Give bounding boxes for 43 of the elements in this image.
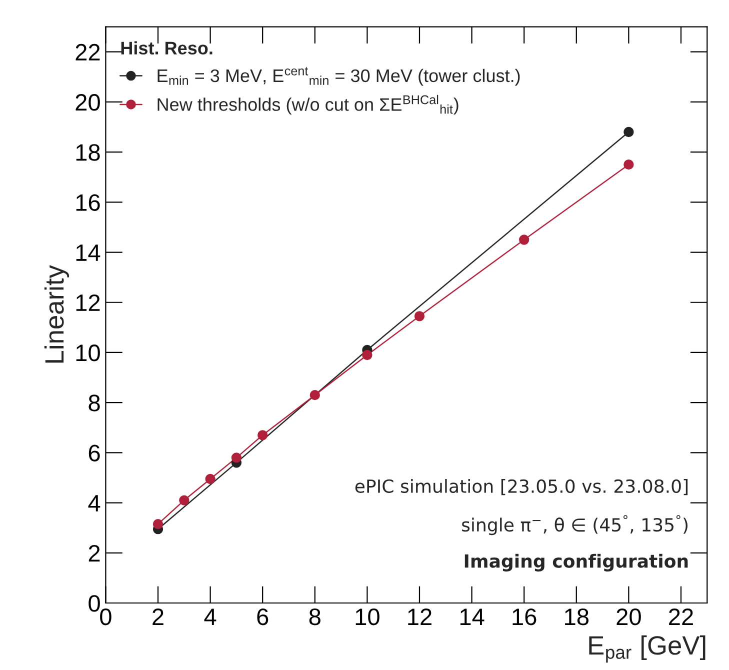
point (624, 126, 634, 138)
x-tick-label: 14 (460, 608, 484, 625)
y-tick-label: 8 (88, 394, 100, 412)
y-axis-title: Linearity (44, 265, 70, 363)
x-tick-label: 16 (512, 608, 536, 626)
annotation: ePIC simulation [23.05.0 vs. 23.08.0] (355, 479, 688, 496)
y-tick-label: 6 (88, 444, 100, 462)
x-tick-label: 4 (204, 608, 216, 625)
x-axis-title: E$_{par}$ [GeV] (589, 635, 706, 663)
y-tick-label: 4 (88, 495, 100, 512)
x-tick-label: 18 (565, 608, 588, 626)
point (414, 311, 425, 322)
point (152, 519, 164, 530)
point (519, 234, 530, 245)
point (362, 350, 372, 360)
x-tick-label: 8 (309, 608, 320, 626)
legend-title: Hist. Reso. (121, 41, 212, 55)
annotation: single π$^{−}$, θ ∈ (45$^{°}$, 135$^{°}$) (462, 515, 688, 536)
y-tick-label: 12 (76, 294, 100, 311)
point (179, 495, 190, 506)
y-tick-label: 2 (88, 544, 100, 562)
y-tick-label: 16 (76, 194, 100, 211)
y-tick-label: 20 (76, 94, 100, 111)
y-tick-label: 10 (76, 344, 100, 362)
point (624, 160, 634, 170)
x-tick-label: 10 (356, 608, 380, 626)
x-tick-label: 6 (257, 608, 268, 626)
point (231, 452, 242, 463)
x-tick-label: 2 (152, 608, 164, 625)
y-tick-label: 18 (76, 144, 100, 161)
x-tick-label: 12 (408, 608, 432, 625)
x-tick-label: 0 (100, 608, 112, 626)
legend-label: E$_{min}$ = 3 MeV, E$^{cent}$$_{min}$ = 30 MeV (tower clust.) (158, 67, 520, 86)
y-tick-label: 22 (76, 44, 100, 60)
y-tick-label: 14 (76, 244, 100, 261)
y-tick-label: 0 (88, 595, 100, 612)
x-tick-label: 20 (616, 608, 641, 626)
annotation: Imaging configuration (464, 554, 688, 572)
point (310, 390, 320, 400)
legend-label: New thresholds (w/o cut on ΣE$^{BHCal}$$_{hit}$) (158, 94, 458, 114)
x-tick-label: 22 (669, 608, 693, 625)
point (258, 430, 268, 440)
point (205, 474, 216, 484)
